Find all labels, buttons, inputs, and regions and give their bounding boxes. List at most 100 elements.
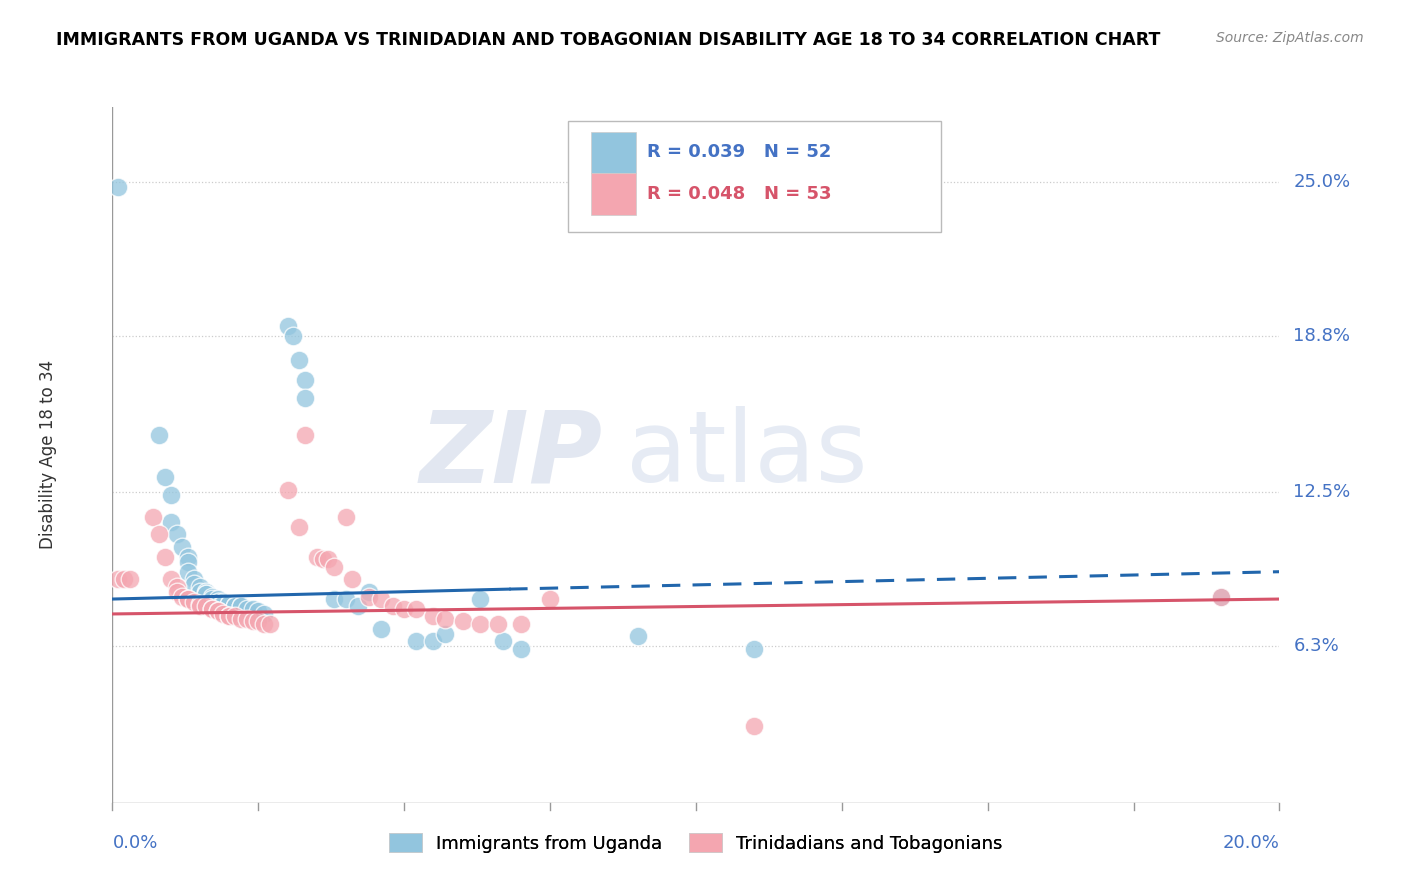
Text: 6.3%: 6.3% <box>1294 637 1339 656</box>
Point <box>153 470 176 484</box>
Point <box>318 552 340 566</box>
Point <box>218 597 240 611</box>
Point <box>160 515 183 529</box>
Point <box>188 580 211 594</box>
Point <box>405 634 427 648</box>
Point <box>166 584 188 599</box>
Text: 18.8%: 18.8% <box>1294 326 1350 344</box>
Point <box>183 572 205 586</box>
Text: 0.0%: 0.0% <box>112 834 157 852</box>
Point <box>107 572 129 586</box>
Point <box>276 318 298 333</box>
Point <box>323 592 346 607</box>
Point <box>194 587 217 601</box>
Point <box>207 594 229 608</box>
Point <box>194 587 217 601</box>
Point <box>492 634 515 648</box>
Point <box>405 602 427 616</box>
Point <box>242 615 264 629</box>
Point <box>283 328 305 343</box>
Text: 25.0%: 25.0% <box>1294 172 1351 191</box>
Point <box>224 599 246 614</box>
Text: Source: ZipAtlas.com: Source: ZipAtlas.com <box>1216 31 1364 45</box>
Point <box>148 428 170 442</box>
Point <box>224 599 246 614</box>
Point <box>107 179 129 194</box>
Point <box>1209 590 1232 604</box>
Point <box>212 607 235 621</box>
FancyBboxPatch shape <box>568 121 941 232</box>
Point <box>201 602 224 616</box>
Point <box>188 599 211 614</box>
Point <box>627 629 650 643</box>
Point <box>172 590 194 604</box>
Text: 12.5%: 12.5% <box>1294 483 1351 501</box>
FancyBboxPatch shape <box>591 173 637 215</box>
Point <box>305 549 328 564</box>
Point <box>112 572 135 586</box>
Text: 20.0%: 20.0% <box>1223 834 1279 852</box>
Point <box>370 622 392 636</box>
Text: atlas: atlas <box>626 407 868 503</box>
Point <box>212 597 235 611</box>
Point <box>434 612 457 626</box>
Point <box>218 609 240 624</box>
Point <box>288 353 311 368</box>
Point <box>194 584 217 599</box>
Text: R = 0.048   N = 53: R = 0.048 N = 53 <box>647 185 831 203</box>
Point <box>742 719 765 733</box>
Point <box>229 599 252 614</box>
Legend: Immigrants from Uganda, Trinidadians and Tobagonians: Immigrants from Uganda, Trinidadians and… <box>382 826 1010 860</box>
Point <box>160 572 183 586</box>
Point <box>486 616 509 631</box>
Text: IMMIGRANTS FROM UGANDA VS TRINIDADIAN AND TOBAGONIAN DISABILITY AGE 18 TO 34 COR: IMMIGRANTS FROM UGANDA VS TRINIDADIAN AN… <box>56 31 1160 49</box>
Point <box>468 616 491 631</box>
Point <box>323 559 346 574</box>
Point <box>172 540 194 554</box>
Point <box>1209 590 1232 604</box>
Point <box>247 615 270 629</box>
Point <box>359 584 381 599</box>
Point <box>166 580 188 594</box>
Point <box>207 592 229 607</box>
Point <box>451 615 474 629</box>
Point <box>276 483 298 497</box>
Point <box>253 616 276 631</box>
Point <box>346 599 368 614</box>
Point <box>183 577 205 591</box>
Point <box>434 627 457 641</box>
Point <box>188 597 211 611</box>
Point <box>468 592 491 607</box>
Point <box>253 607 276 621</box>
Point <box>177 555 200 569</box>
Text: R = 0.039   N = 52: R = 0.039 N = 52 <box>647 144 831 161</box>
Point <box>177 565 200 579</box>
Point <box>235 602 257 616</box>
Point <box>422 609 444 624</box>
Text: ZIP: ZIP <box>419 407 603 503</box>
Point <box>177 549 200 564</box>
Point <box>207 605 229 619</box>
Point <box>201 592 224 607</box>
Point <box>247 605 270 619</box>
Point <box>370 592 392 607</box>
Point <box>160 488 183 502</box>
Point <box>207 605 229 619</box>
Point <box>166 527 188 541</box>
Point <box>218 597 240 611</box>
Point <box>118 572 141 586</box>
Point <box>177 592 200 607</box>
Point <box>183 594 205 608</box>
Point <box>340 572 363 586</box>
Point <box>212 594 235 608</box>
FancyBboxPatch shape <box>591 132 637 173</box>
Point <box>335 592 357 607</box>
Point <box>194 599 217 614</box>
Point <box>294 428 316 442</box>
Point <box>422 634 444 648</box>
Point <box>242 602 264 616</box>
Point <box>288 520 311 534</box>
Point <box>259 616 281 631</box>
Point <box>294 391 316 405</box>
Point <box>153 549 176 564</box>
